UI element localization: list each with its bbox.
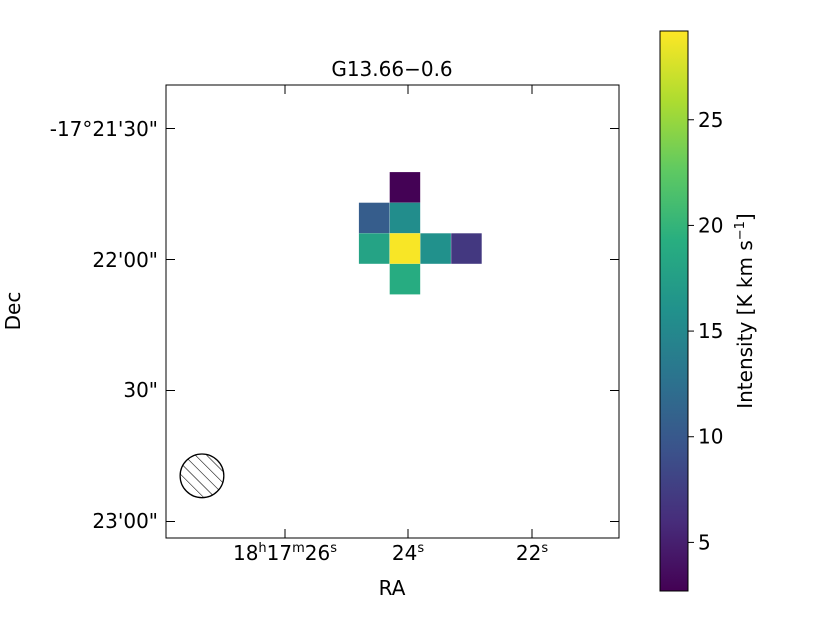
colorbar-tick-label-0: 5	[698, 530, 711, 554]
colorbar	[659, 30, 689, 592]
x-tick-label-2: 22s	[516, 541, 548, 565]
x-tick-label-1: 24s	[392, 541, 424, 565]
colorbar-ticks: 5 10 15 20 25	[688, 108, 723, 554]
axis-ticks	[166, 85, 619, 538]
heatmap-cells	[358, 172, 482, 295]
plot-frame	[165, 84, 620, 539]
beam-hatch	[180, 453, 224, 498]
heatmap-cell-0	[389, 172, 421, 203]
heatmap-cell-7	[389, 263, 421, 295]
heatmap-cell-2	[389, 202, 421, 234]
colorbar-tick-label-1: 10	[698, 425, 723, 449]
x-tick-label-0: 18h17m26s	[233, 541, 337, 565]
heatmap-cell-6	[451, 233, 482, 264]
colorbar-label: Intensity [K km s−1]	[733, 213, 757, 409]
beam-outline	[179, 453, 225, 499]
colorbar-tick-label-4: 25	[698, 108, 723, 132]
heatmap-cell-3	[358, 233, 390, 264]
heatmap-cell-5	[420, 233, 451, 264]
x-axis-label: RA	[379, 576, 406, 600]
y-tick-label-1: 22'00"	[92, 248, 158, 272]
y-tick-label-0: -17°21'30"	[50, 117, 158, 141]
y-axis-label: Dec	[1, 292, 25, 331]
heatmap-cell-1	[358, 202, 390, 234]
colorbar-tick-label-2: 15	[698, 319, 723, 343]
chart-title: G13.66−0.6	[331, 57, 452, 81]
heatmap-cell-4	[389, 233, 421, 264]
y-tick-label-2: 30"	[123, 378, 158, 402]
beam-marker	[179, 453, 225, 499]
colorbar-tick-label-3: 20	[698, 213, 723, 237]
y-tick-label-3: 23'00"	[92, 509, 158, 533]
